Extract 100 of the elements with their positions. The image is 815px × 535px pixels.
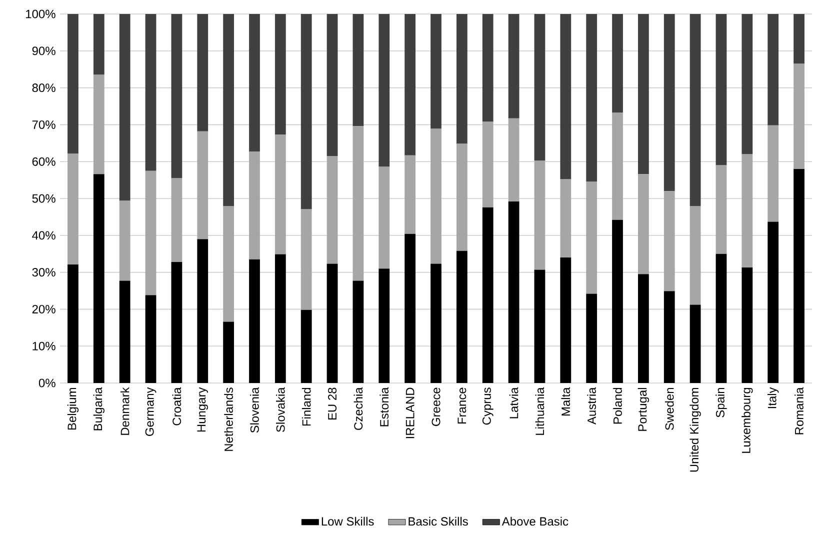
y-tick-label: 20%	[32, 304, 56, 314]
bar	[716, 165, 727, 254]
bar	[638, 14, 649, 174]
bar	[352, 280, 364, 383]
y-tick-label: 70%	[32, 120, 56, 129]
bar	[430, 264, 442, 383]
x-tick-label: Italy	[768, 387, 779, 408]
legend-label: Above Basic	[502, 516, 568, 526]
bar	[742, 14, 753, 154]
x-tick-label: Luxembourg	[742, 388, 753, 453]
x-tick-label: IRELAND	[406, 388, 414, 438]
y-tick-label: 10%	[32, 342, 56, 350]
x-tick-label: Estonia	[380, 387, 389, 426]
bar	[274, 134, 286, 254]
bar	[119, 14, 130, 201]
x-tick-label: Greece	[432, 388, 440, 426]
x-tick-label: Czechia	[354, 387, 363, 430]
x-tick-label: Croatia	[172, 387, 182, 426]
bar	[716, 14, 727, 166]
bar	[690, 206, 701, 305]
x-tick-label: Lithuania	[535, 387, 544, 435]
bar	[534, 270, 546, 383]
y-tick-label: 80%	[32, 84, 56, 92]
y-tick-label: 30%	[32, 268, 56, 277]
bar	[404, 155, 416, 234]
x-tick-label: Spain	[716, 388, 727, 418]
bar	[197, 239, 208, 383]
bar	[586, 14, 598, 182]
bar	[404, 234, 416, 383]
bar	[68, 153, 78, 265]
bar	[378, 166, 390, 269]
bar	[638, 174, 649, 274]
x-tick-label: Romania	[794, 387, 804, 434]
x-tick-label: Denmark	[120, 387, 130, 435]
bar	[560, 179, 572, 258]
bar	[534, 160, 546, 270]
bar	[352, 126, 364, 281]
bar	[326, 156, 338, 264]
bar	[560, 14, 572, 180]
bar	[404, 14, 416, 156]
bar	[68, 14, 78, 154]
bar	[534, 14, 546, 160]
bar	[223, 14, 234, 206]
bar	[430, 128, 442, 264]
bar	[690, 14, 701, 206]
bar	[612, 14, 623, 113]
bar	[586, 182, 598, 294]
bar	[690, 304, 701, 383]
bar	[482, 122, 494, 208]
x-tick-label: Cyprus	[482, 388, 494, 425]
x-tick-label: Malta	[561, 387, 570, 416]
bar	[378, 14, 390, 167]
bar	[586, 294, 598, 383]
bar	[456, 144, 468, 251]
bar	[171, 262, 182, 383]
bar	[638, 274, 649, 383]
bar	[612, 220, 623, 383]
x-tick-label: Belgium	[67, 388, 79, 430]
bar	[456, 14, 468, 144]
bar	[171, 178, 182, 262]
bar	[742, 267, 753, 383]
y-tick-label: 50%	[32, 194, 56, 203]
bar	[508, 201, 520, 383]
bar	[197, 14, 208, 132]
bar	[93, 14, 104, 75]
bar	[119, 280, 130, 383]
bar	[664, 14, 675, 192]
legend-label: Basic Skills	[408, 516, 468, 526]
bar	[223, 206, 234, 322]
bar	[430, 14, 442, 129]
bar	[249, 152, 260, 260]
x-tick-label: Finland	[302, 388, 311, 426]
y-tick-label: 0%	[38, 378, 56, 388]
bar	[794, 14, 804, 64]
x-tick-label: France	[458, 388, 466, 424]
x-tick-label: EU 28	[328, 388, 337, 420]
y-tick-label: 100%	[26, 10, 56, 18]
x-tick-label: Netherlands	[224, 388, 233, 451]
bar	[145, 295, 156, 383]
x-tick-label: Latvia	[509, 387, 518, 418]
bar	[768, 222, 779, 383]
bar	[93, 174, 104, 383]
bar	[249, 259, 260, 383]
x-tick-label: Slovakia	[276, 387, 285, 432]
bar	[794, 64, 804, 169]
legend-label: Low Skills	[322, 516, 374, 526]
x-tick-label: Bulgaria	[93, 387, 104, 430]
bar	[768, 14, 779, 126]
bar	[352, 14, 364, 126]
bar	[482, 14, 494, 122]
y-tick-label: 60%	[32, 157, 56, 166]
bar	[456, 250, 468, 383]
bar	[508, 118, 520, 202]
bar	[378, 268, 390, 383]
x-tick-label: Sweden	[664, 388, 674, 430]
x-tick-label: Hungary	[197, 387, 208, 432]
bar	[300, 310, 312, 383]
bar	[145, 14, 156, 171]
bar	[794, 168, 804, 383]
bar	[768, 125, 779, 222]
